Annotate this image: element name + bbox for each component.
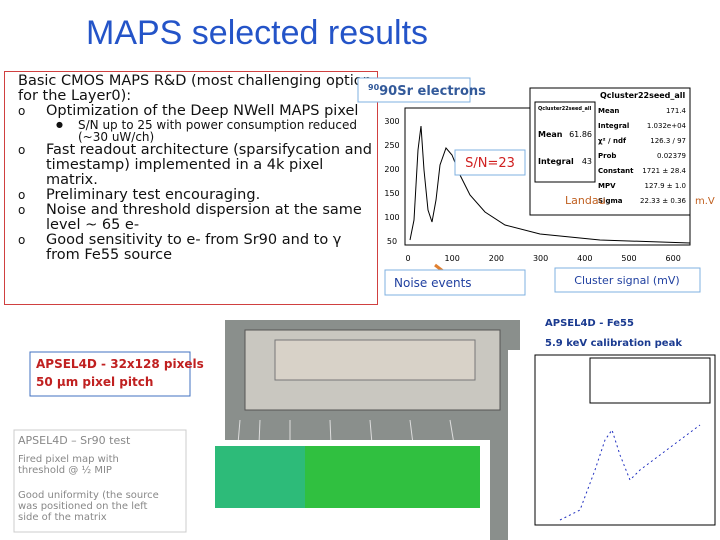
sr90-title: APSEL4D – Sr90 test [18, 434, 131, 447]
bullet: Good sensitivity to e- from Sr90 and to … [18, 233, 378, 263]
bullet: Optimization of the Deep NWell MAPS pixe… [18, 104, 378, 120]
fe55-title: APSEL4D - Fe55 [545, 318, 634, 329]
sr90-line: Good uniformity (the source was positione… [18, 490, 159, 523]
stat-label: Qcluster22seed_all [600, 91, 686, 100]
y-tick-label: 50 [387, 237, 397, 246]
stat-value: 126.3 / 97 [650, 137, 686, 145]
unit: m.V [695, 196, 715, 207]
pixel-map-dense [215, 446, 305, 508]
sr90-line: Fired pixel map with threshold @ ½ MIP [18, 454, 119, 476]
inner-stat-value: 43 [582, 157, 592, 166]
stat-label: χ² / ndf [598, 137, 627, 145]
y-tick-label: 100 [384, 213, 399, 222]
y-tick-label: 300 [384, 117, 399, 126]
stat-label: Prob [598, 152, 616, 160]
lead: Basic CMOS MAPS R&D (most challenging op… [18, 73, 372, 104]
stat-label: Integral [598, 122, 629, 130]
source: 9090Sr electrons [368, 83, 486, 99]
stat-label: Constant [598, 167, 634, 175]
landau: Landau [565, 194, 606, 207]
stat-label: Sigma [598, 197, 623, 205]
x-tick-label: 500 [621, 254, 636, 263]
sn: S/N=23 [465, 156, 515, 171]
x-tick-label: 0 [405, 254, 410, 263]
x-tick-label: 300 [533, 254, 548, 263]
title: MAPS selected results [86, 14, 429, 52]
x-tick-label: 400 [577, 254, 592, 263]
stat-value: 1721 ± 28.4 [642, 167, 686, 175]
stat-value: 1.032e+04 [647, 122, 687, 130]
y-tick-label: 200 [384, 165, 399, 174]
stat-label: Mean [598, 107, 619, 115]
source-text: 90Sr electrons [379, 84, 486, 99]
inner-stat-label: Mean [538, 130, 563, 139]
fe55-curve [559, 424, 701, 521]
inner-stat-label: Integral [538, 157, 574, 166]
x-tick-label: 100 [445, 254, 460, 263]
xlabel: Cluster signal (mV) [574, 274, 679, 287]
noise: Noise events [394, 276, 472, 290]
bullet: Preliminary test encouraging. [18, 188, 378, 204]
stat-value: 171.4 [666, 107, 687, 115]
chip-pitch: 50 μm pixel pitch [36, 375, 153, 389]
sn-box [454, 149, 526, 176]
inner-stat-label: Qcluster22seed_all [538, 106, 592, 112]
chip-name: APSEL4D - 32x128 pixels [36, 357, 204, 371]
inner-stat-value: 61.86 [569, 130, 592, 139]
y-tick-label: 250 [384, 141, 399, 150]
inner-stat-box [534, 101, 596, 183]
noise-box [384, 269, 526, 296]
sr90-box [13, 429, 187, 533]
stat-value: 0.02379 [657, 152, 686, 160]
chip-box [29, 351, 191, 397]
fe55-subtitle: 5.9 keV calibration peak [545, 338, 682, 349]
stat-value: 127.9 ± 1.0 [645, 182, 687, 190]
x-tick-label: 600 [666, 254, 681, 263]
sub-bullet: S/N up to 25 with power consumption redu… [18, 119, 378, 143]
y-tick-label: 150 [384, 189, 399, 198]
bullet: Noise and threshold dispersion at the sa… [18, 203, 378, 233]
xlabel-box [554, 267, 701, 293]
x-tick-label: 200 [489, 254, 504, 263]
bullet: Fast readout architecture (sparsifycatio… [18, 143, 378, 188]
intro: Basic CMOS MAPS R&D (most challenging op… [18, 74, 378, 263]
stat-label: MPV [598, 182, 616, 190]
source-box [357, 77, 471, 103]
stat-value: 22.33 ± 0.36 [640, 197, 686, 205]
chip-matrix [274, 339, 476, 381]
histogram [409, 125, 691, 244]
fe55-stats [589, 357, 711, 404]
